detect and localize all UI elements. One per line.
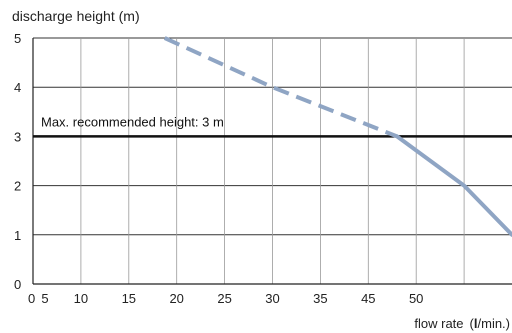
max-height-annotation: Max. recommended height: 3 m — [41, 114, 224, 129]
axes — [32, 38, 512, 285]
y-tick-label: 0 — [14, 277, 21, 292]
x-axis-unit-open: ( — [470, 316, 475, 331]
x-tick-label: 35 — [313, 291, 327, 306]
y-tick-labels: 0 1 2 3 4 5 — [14, 31, 21, 292]
curve-solid-segment — [395, 134, 512, 237]
x-tick-label: 0 — [28, 291, 35, 306]
curve-dashed-segment — [163, 36, 398, 139]
y-tick-label: 5 — [14, 31, 21, 46]
x-tick-label: 15 — [122, 291, 136, 306]
x-tick-label: 25 — [217, 291, 231, 306]
grid-lines — [33, 37, 512, 285]
x-axis-label: flow rate (l/min.) — [414, 316, 510, 331]
x-tick-label: 5 — [41, 291, 48, 306]
x-tick-label: 20 — [169, 291, 183, 306]
x-tick-label: 10 — [74, 291, 88, 306]
y-axis-label: discharge height (m) — [12, 8, 140, 24]
x-tick-label: 45 — [361, 291, 375, 306]
x-tick-label: 50 — [409, 291, 423, 306]
y-tick-label: 4 — [14, 80, 21, 95]
y-tick-label: 2 — [14, 179, 21, 194]
y-tick-label: 1 — [14, 228, 21, 243]
x-axis-unit-close: /min.) — [478, 316, 511, 331]
performance-curve — [163, 36, 512, 237]
x-axis-unit: l — [474, 316, 478, 331]
x-tick-labels: 0 5 10 15 20 25 30 35 45 50 — [28, 291, 423, 306]
y-tick-label: 3 — [14, 129, 21, 144]
x-tick-label: 30 — [265, 291, 279, 306]
x-axis-label-text: flow rate — [414, 316, 463, 331]
